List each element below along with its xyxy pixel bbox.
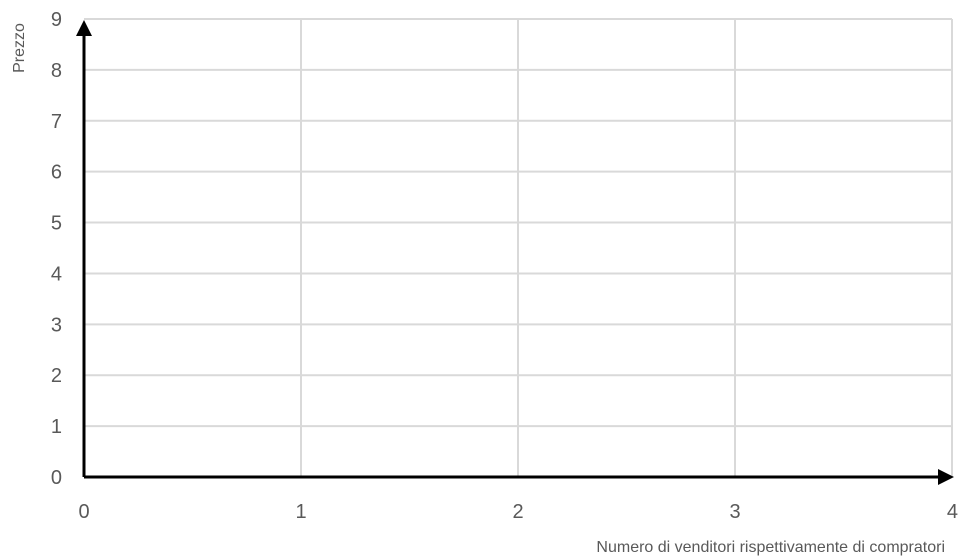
y-tick-label: 2 [51, 365, 62, 387]
axes [76, 20, 954, 485]
x-tick-label: 4 [947, 501, 958, 523]
x-axis-arrow [938, 469, 954, 485]
x-tick-label: 2 [512, 501, 523, 523]
y-tick-label: 0 [51, 467, 62, 489]
y-axis-arrow [76, 20, 92, 36]
y-tick-label: 9 [51, 9, 62, 31]
x-tick-label: 0 [78, 501, 89, 523]
x-tick-labels: 0 1 2 3 4 [78, 501, 958, 523]
x-tick-label: 3 [729, 501, 740, 523]
x-tick-label: 1 [295, 501, 306, 523]
y-tick-label: 8 [51, 60, 62, 82]
y-tick-label: 7 [51, 111, 62, 133]
y-tick-labels: 0 1 2 3 4 5 6 7 8 9 [51, 9, 62, 489]
grid [84, 18, 953, 477]
y-tick-label: 6 [51, 162, 62, 184]
y-tick-label: 1 [51, 416, 62, 438]
y-tick-label: 3 [51, 314, 62, 336]
y-tick-label: 5 [51, 213, 62, 235]
x-axis-label: Numero di venditori rispettivamente di c… [596, 539, 945, 556]
y-tick-label: 4 [51, 263, 62, 285]
y-axis-label: Prezzo [11, 23, 28, 73]
